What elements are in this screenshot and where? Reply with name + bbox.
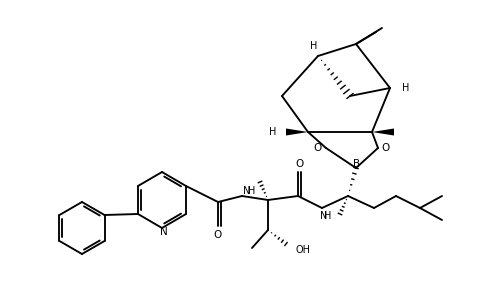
Text: O: O [314,143,322,153]
Text: H: H [269,127,276,137]
Text: N: N [160,227,168,237]
Text: H: H [324,211,332,221]
Text: H: H [248,186,255,196]
Text: O: O [214,230,222,240]
Text: N: N [320,211,327,221]
Text: N: N [243,186,250,196]
Text: H: H [310,41,318,51]
Text: O: O [382,143,390,153]
Text: B: B [353,159,361,169]
Text: OH: OH [296,245,311,255]
Polygon shape [286,129,308,136]
Text: H: H [402,83,409,93]
Polygon shape [372,129,394,136]
Text: O: O [295,159,303,169]
